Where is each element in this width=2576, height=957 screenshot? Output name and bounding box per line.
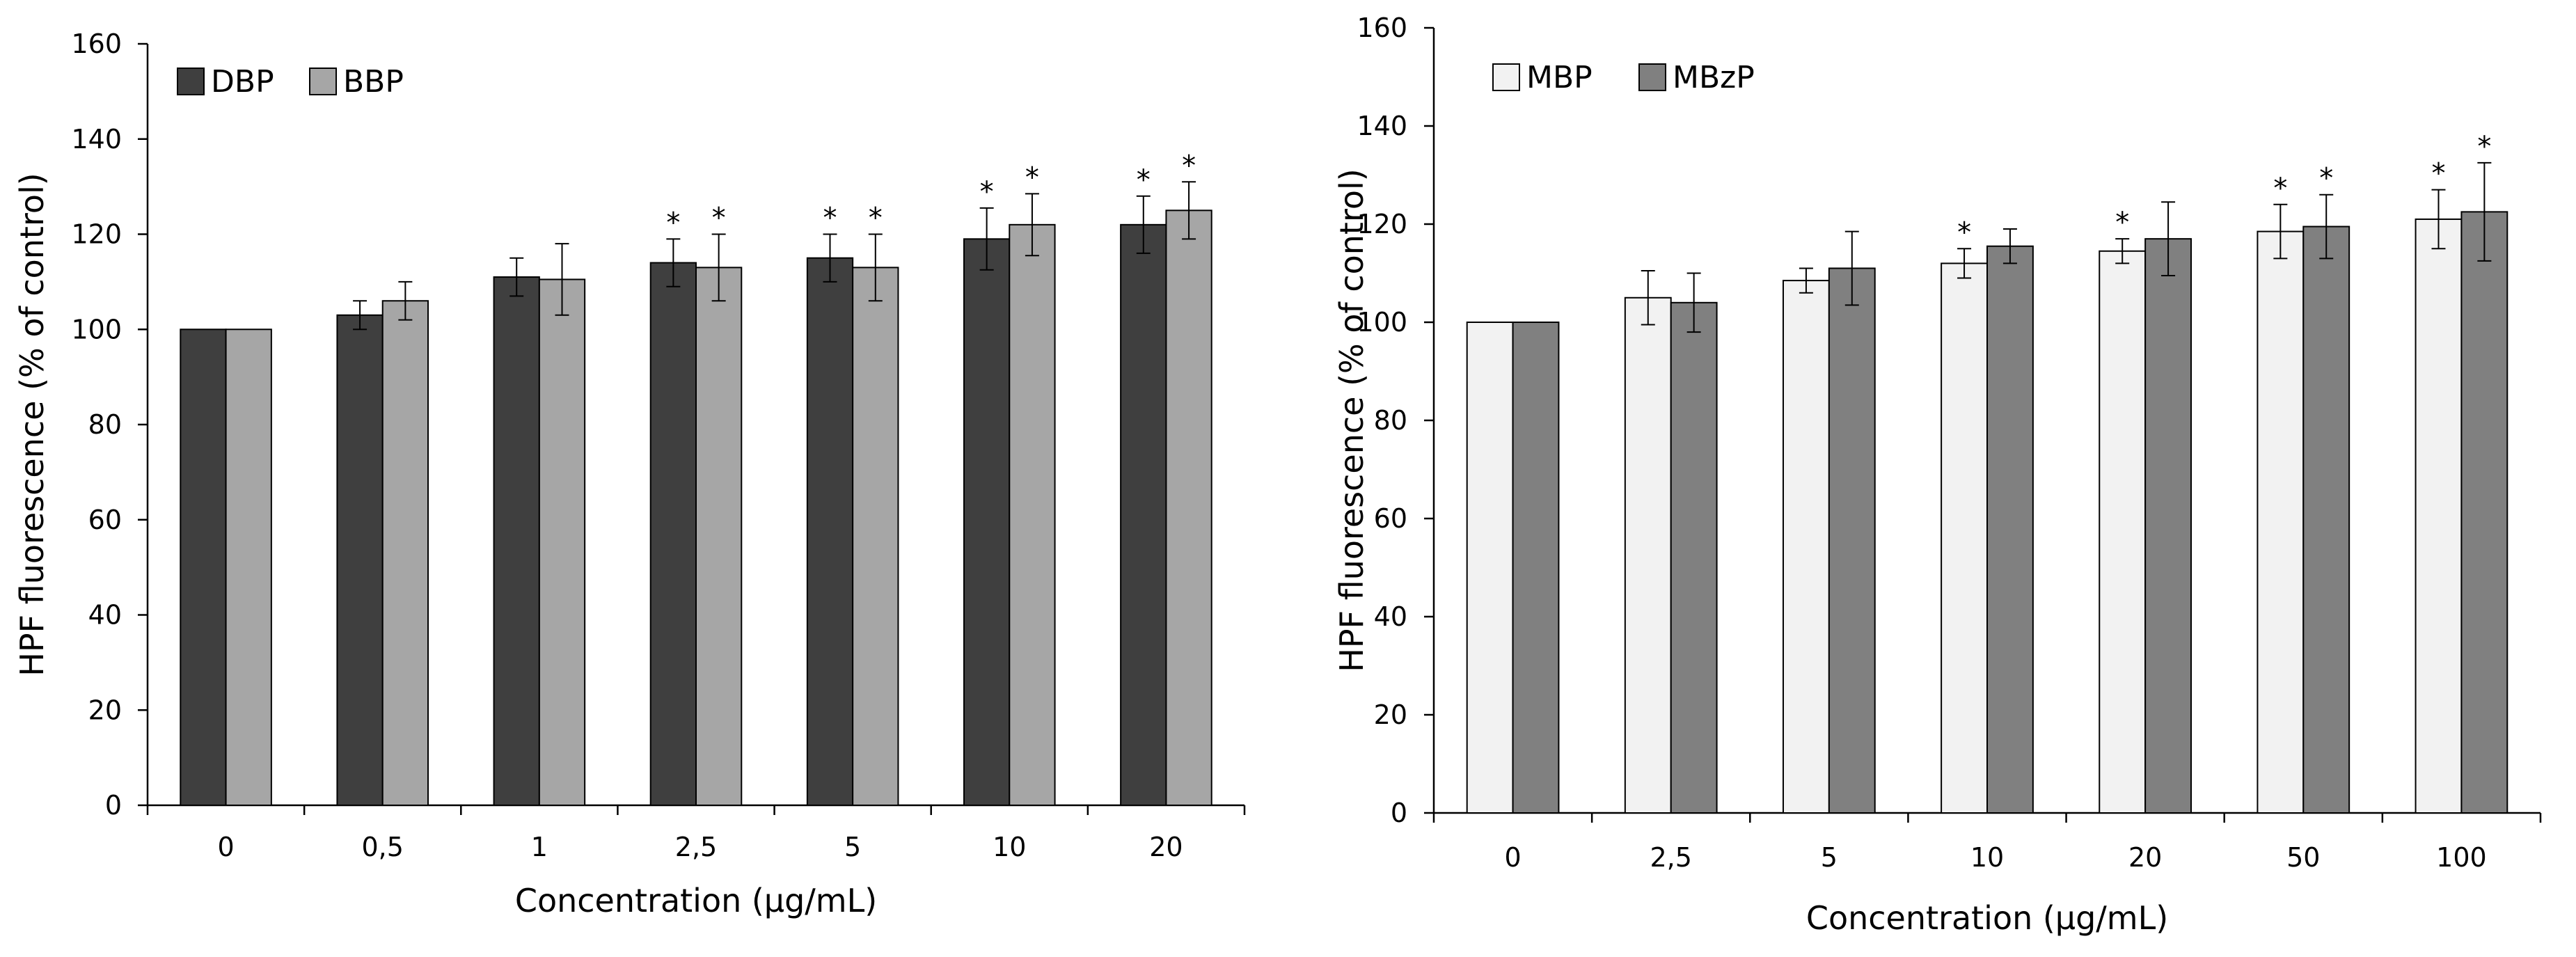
significance-star: * [2319,163,2333,195]
significance-star: * [869,203,883,235]
legend-label-mbzp: MBzP [1673,60,1755,95]
x-tick-label: 0 [217,832,234,862]
x-tick-label: 100 [2436,842,2487,873]
bar-dbp [963,238,1011,806]
x-tick-label: 20 [2128,842,2162,873]
bar-mbp [1624,296,1672,814]
legend-swatch-bbp [309,68,337,95]
bar-bbp [225,329,272,806]
significance-star: * [2431,158,2445,190]
x-tick-label: 20 [1149,832,1183,862]
bar-mbzp [2460,211,2508,814]
legend-label-mbp: MBP [1526,60,1593,95]
legend-label-dbp: DBP [211,64,274,100]
significance-star: * [666,207,680,239]
chart-left: 0 20 40 60 80 100 120 140 160 0 0,5 1 * * 2,5 * * 5 * * 10 * *… [13,29,1246,919]
significance-star: * [2273,173,2287,205]
bar-bbp [695,267,743,806]
y-tick-label: 100 [1357,307,1407,338]
x-axis-title: Concentration (µg/mL) [1806,899,2168,937]
bar-bbp [538,278,586,806]
y-tick-label: 20 [1374,699,1407,730]
significance-star: * [2477,131,2491,163]
significance-star: * [1025,161,1039,193]
x-tick-label: 5 [844,832,861,862]
significance-star: * [1957,216,1971,248]
significance-star: * [980,176,994,208]
x-tick-label: 0 [1504,842,1521,873]
bar-mbp [2099,250,2147,814]
x-axis-title: Concentration (µg/mL) [515,882,877,919]
bar-mbp [2257,230,2305,814]
legend-swatch-mbzp [1638,63,1666,91]
x-tick-label: 50 [2286,842,2320,873]
y-tick-label: 20 [88,695,122,725]
y-axis-title: HPF fluorescence (% of control) [13,173,51,676]
y-tick-label: 140 [71,124,122,155]
bar-dbp [649,262,697,806]
bar-dbp [1120,223,1167,806]
legend-swatch-mbp [1492,63,1520,91]
y-tick-label: 160 [1357,13,1407,43]
y-tick-label: 0 [105,790,122,821]
bar-mbzp [1670,301,1718,814]
bar-bbp [1009,223,1056,806]
bar-mbzp [1986,245,2034,814]
y-tick-label: 120 [1357,209,1407,239]
significance-star: * [712,203,726,235]
x-tick-label: 1 [531,832,548,862]
bar-dbp [493,276,540,807]
bar-dbp [806,257,854,806]
x-tick-label: 5 [1821,842,1838,873]
bar-bbp [852,267,899,806]
bar-mbp [1941,262,1989,814]
significance-star: * [823,203,837,235]
y-tick-label: 60 [1374,503,1407,534]
significance-star: * [1137,164,1151,196]
x-tick-label: 2,5 [1650,842,1691,873]
x-tick-label: 10 [993,832,1026,862]
y-tick-label: 80 [1374,405,1407,436]
chart-right: 0 20 40 60 80 100 120 140 160 0 2,5 5 * 10 * 20 * * 50 * * 10… [1333,13,2542,937]
bar-dbp [336,314,384,806]
bar-mbzp [2144,238,2192,814]
significance-star: * [1182,150,1196,182]
bar-mbzp [1512,322,1560,814]
bar-mbp [1782,280,1830,814]
bar-dbp [180,329,227,806]
x-tick-label: 0,5 [361,832,403,862]
y-tick-label: 40 [1374,601,1407,632]
y-tick-label: 0 [1391,798,1407,828]
bar-bbp [381,300,429,807]
x-tick-label: 10 [1970,842,2004,873]
y-tick-label: 160 [71,29,122,59]
significance-star: * [2115,207,2129,239]
bar-mbp [1466,322,1514,814]
bar-mbzp [2302,226,2350,814]
y-tick-label: 40 [88,600,122,631]
y-tick-label: 80 [88,409,122,440]
bar-mbzp [1828,267,1876,814]
bar-bbp [1165,209,1212,806]
y-tick-label: 140 [1357,111,1407,141]
y-tick-label: 60 [88,505,122,535]
y-tick-label: 120 [71,219,122,250]
x-tick-label: 2,5 [675,832,717,862]
y-tick-label: 100 [71,314,122,345]
legend-label-bbp: BBP [343,64,404,100]
y-axis-title: HPF fluorescence (% of control) [1333,168,1370,672]
legend-swatch-dbp [177,68,205,95]
bar-mbp [2415,218,2463,814]
